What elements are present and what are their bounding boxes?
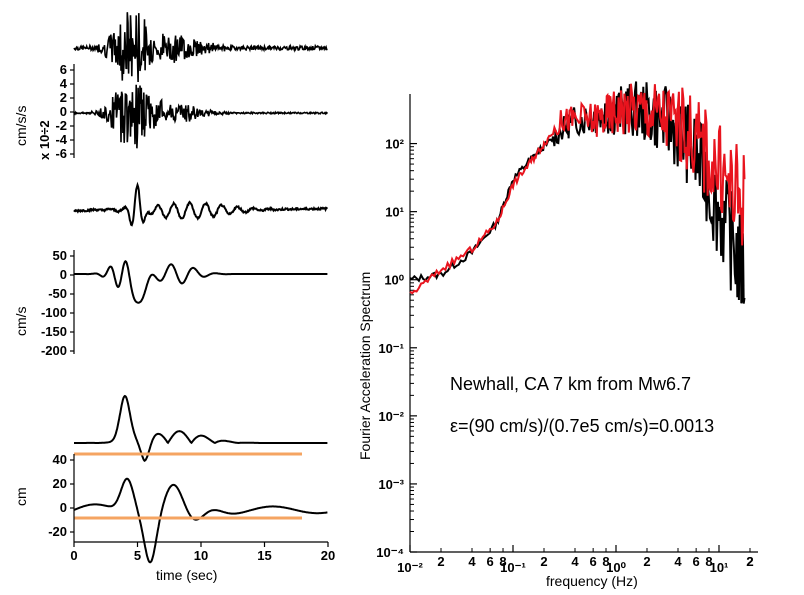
y-tick-label: 10⁰	[384, 273, 404, 288]
y-tick-label: 10⁻⁴	[376, 545, 404, 560]
spectrum-ylabel: Fourier Acceleration Spectrum	[357, 272, 373, 460]
accel-trace	[73, 84, 329, 149]
tick-label: -2	[55, 118, 67, 133]
displacement-ticks: 40 20 0 -20	[48, 452, 74, 539]
x-tick-label: 10⁻²	[397, 560, 423, 575]
tick-label: 50	[53, 248, 67, 263]
x-minor-label: 2	[746, 554, 753, 569]
accel-trace-raw	[73, 12, 328, 83]
displacement-trace-raw	[74, 394, 328, 462]
tick-label: 10	[194, 548, 208, 563]
velocity-trace-raw	[73, 181, 329, 227]
x-minor-label: 4	[468, 554, 476, 569]
x-minor-label: 6	[487, 554, 494, 569]
y-tick-label: 10⁻²	[378, 409, 404, 424]
x-minor-label: 6	[590, 554, 597, 569]
accel-scale-label: x 10÷2	[37, 120, 52, 160]
x-tick-label: 10¹	[710, 560, 729, 575]
x-minor-label: 2	[746, 554, 753, 569]
velocity-ticks: 50 0 -50 -100 -150 -200	[41, 248, 74, 358]
x-minor-label: 2	[540, 554, 547, 569]
tick-label: 0	[60, 500, 67, 515]
accel-ylabel: cm/s/s	[13, 106, 29, 146]
tick-label: -6	[55, 146, 67, 161]
tick-label: -200	[41, 343, 67, 358]
x-tick-label: 10⁻¹	[500, 560, 526, 575]
tick-label: -100	[41, 305, 67, 320]
displacement-ylabel: cm	[13, 487, 29, 506]
tick-label: -50	[48, 286, 67, 301]
velocity-trace	[74, 260, 328, 304]
time-xlabel: time (sec)	[156, 567, 217, 583]
tick-label: 20	[321, 548, 335, 563]
tick-label: 5	[134, 548, 141, 563]
tick-label: 15	[257, 548, 271, 563]
tick-label: 6	[60, 62, 67, 77]
x-minor-label: 2	[437, 554, 444, 569]
series-line	[409, 81, 746, 304]
tick-label: 2	[60, 90, 67, 105]
x-minor-label: 4	[571, 554, 579, 569]
y-tick-label: 10²	[385, 137, 404, 152]
y-tick-label: 10¹	[385, 205, 404, 220]
velocity-panel: 50 0 -50 -100 -150 -200 cm/s	[13, 181, 329, 358]
tick-label: -20	[48, 524, 67, 539]
x-minor-label: 8	[705, 554, 712, 569]
y-tick-label: 10⁻¹	[378, 341, 404, 356]
tick-label: 4	[60, 76, 68, 91]
x-minor-label: 8	[499, 554, 506, 569]
tick-label: -4	[55, 132, 67, 147]
annotation-station: Newhall, CA 7 km from Mw6.7	[450, 374, 691, 394]
tick-label: 0	[60, 104, 67, 119]
spectrum-series	[409, 81, 746, 304]
y-tick-label: 10⁻³	[378, 477, 404, 492]
x-minor-label: 8	[602, 554, 609, 569]
spectrum-xlabel: frequency (Hz)	[546, 573, 638, 589]
x-minor-label: 6	[693, 554, 700, 569]
x-minor-label: 4	[674, 554, 682, 569]
tick-label: 0	[70, 548, 77, 563]
annotation-strain: ε=(90 cm/s)/(0.7e5 cm/s)=0.0013	[450, 416, 714, 436]
time-ticks: 0 5 10 15 20	[70, 542, 335, 563]
x-tick-label: 10⁰	[606, 560, 626, 575]
tick-label: -150	[41, 324, 67, 339]
x-minor-label: 2	[643, 554, 650, 569]
tick-label: 20	[53, 476, 67, 491]
velocity-ylabel: cm/s	[13, 306, 29, 336]
tick-label: 0	[60, 267, 67, 282]
series-line	[409, 83, 746, 295]
tick-label: 40	[53, 452, 67, 467]
